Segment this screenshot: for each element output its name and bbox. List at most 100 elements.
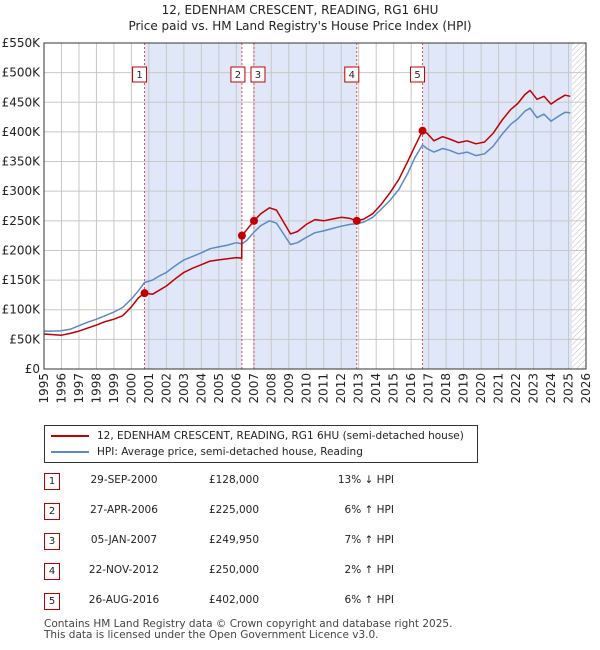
sale-number-label: 3 [255,70,261,81]
sale-number-box [132,66,148,83]
plot-frame [43,42,587,370]
x-tick-label: 1996 [54,373,68,404]
sale-date: 26-AUG-2016 [88,594,160,606]
footer-copyright: Contains HM Land Registry data © Crown c… [44,618,453,630]
legend-hpi-label: HPI: Average price, semi-detached house,… [97,446,363,458]
x-tick-label: 2021 [492,373,506,404]
x-tick-label: 1999 [107,373,121,404]
sale-number-label: 5 [414,70,420,81]
sale-number-marker: 5 [410,66,426,83]
sale-number-marker: 1 [132,66,148,83]
property-price-line [43,89,571,336]
x-tick-label: 2002 [159,373,173,404]
x-tick-label: 2009 [282,373,296,404]
x-tick-label: 1998 [89,373,103,404]
sale-point [249,216,258,225]
x-tick-label: 2024 [544,373,558,404]
y-tick-label: £500K [2,66,42,80]
x-tick-label: 2013 [352,373,366,404]
x-tick-label: 2003 [177,373,191,404]
sale-date: 27-APR-2006 [90,504,158,516]
y-tick-label: £100K [2,303,42,317]
x-tick-label: 2018 [439,373,453,404]
x-tick-label: 2020 [474,373,488,404]
sale-hpi-diff: 6% ↑ HPI [344,594,394,606]
sale-number-box [410,66,426,83]
table-row: 2 27-APR-2006 £225,000 6% ↑ HPI [44,503,464,533]
table-row: 1 29-SEP-2000 £128,000 13% ↓ HPI [44,473,464,503]
sale-number-badge: 4 [44,563,60,580]
sale-point [352,216,361,225]
footer-attribution: Contains HM Land Registry data © Crown c… [44,619,452,641]
y-tick-label: £300K [2,184,42,198]
x-tick-label: 2001 [142,373,156,404]
legend-item-hpi: HPI: Average price, semi-detached house,… [51,444,363,460]
x-tick-label: 2006 [229,373,243,404]
sale-number-badge: 5 [44,593,60,610]
x-tick-label: 1997 [72,373,86,404]
sale-point [418,126,427,135]
legend-property-label: 12, EDENHAM CRESCENT, READING, RG1 6HU (… [97,430,464,442]
price-chart: 1 2 3 4 5 £0 £50K £100K £150K £200K £250K £300K £35… [2,36,593,404]
sale-hpi-diff: 2% ↑ HPI [344,564,394,576]
sale-price: £402,000 [208,594,260,606]
sale-number-box [230,66,246,83]
sale-number-label: 4 [349,70,355,81]
chart-subtitle: Price paid vs. HM Land Registry's House … [128,19,472,33]
y-tick-label: £200K [2,243,42,257]
x-tick-label: 2008 [264,373,278,404]
sale-date: 22-NOV-2012 [88,564,160,576]
x-tick-label: 2007 [247,373,261,404]
x-tick-label: 2023 [527,373,541,404]
legend-property-swatch [51,435,89,437]
sale-number-box [250,66,266,83]
sale-hpi-diff: 13% ↓ HPI [337,474,394,486]
sale-number-box [344,66,360,83]
sale-number-marker: 3 [250,66,266,83]
x-tick-label: 2004 [194,373,208,404]
y-tick-label: £450K [2,95,42,109]
sale-number-label: 2 [235,70,241,81]
x-tick-label: 2012 [334,373,348,404]
sale-hpi-diff: 6% ↑ HPI [344,504,394,516]
sale-price: £128,000 [208,474,260,486]
x-tick-label: 2022 [509,373,523,404]
sale-hpi-diff: 7% ↑ HPI [344,534,394,546]
sale-price: £249,950 [208,534,260,546]
table-row: 5 26-AUG-2016 £402,000 6% ↑ HPI [44,593,464,623]
x-tick-label: 2025 [562,373,576,404]
table-row: 3 05-JAN-2007 £249,950 7% ↑ HPI [44,533,464,563]
sale-number-badge: 3 [44,533,60,550]
y-tick-label: £350K [2,155,42,169]
hpi-line [44,107,571,332]
x-tick-label: 2019 [457,373,471,404]
y-tick-label: £50K [9,332,41,346]
sale-number-badge: 1 [44,473,60,490]
chart-legend: 12, EDENHAM CRESCENT, READING, RG1 6HU (… [44,425,478,463]
sale-number-marker: 4 [344,66,360,83]
sale-date: 05-JAN-2007 [90,534,158,546]
sale-price: £250,000 [208,564,260,576]
sale-number-badge: 2 [44,503,60,520]
legend-hpi-swatch [51,451,89,453]
chart-title: 12, EDENHAM CRESCENT, READING, RG1 6HU [161,3,439,17]
x-tick-label: 1995 [37,373,51,404]
y-tick-label: £0 [25,362,40,376]
x-tick-label: 2011 [317,373,331,404]
x-tick-label: 2014 [369,373,383,404]
sale-price: £225,000 [208,504,260,516]
future-hatched-area [572,43,586,369]
x-tick-label: 2010 [299,373,313,404]
table-row: 4 22-NOV-2012 £250,000 2% ↑ HPI [44,563,464,593]
x-tick-label: 2016 [404,373,418,404]
y-tick-label: £150K [2,273,42,287]
sale-date: 29-SEP-2000 [90,474,158,486]
x-tick-label: 2015 [387,373,401,404]
sale-number-label: 1 [136,70,142,81]
x-tick-label: 2026 [579,373,593,404]
x-tick-label: 2017 [422,373,436,404]
sale-number-marker: 2 [230,66,246,83]
ownership-period-band [144,43,242,369]
sale-point [237,231,246,240]
legend-item-property: 12, EDENHAM CRESCENT, READING, RG1 6HU (… [51,428,464,444]
